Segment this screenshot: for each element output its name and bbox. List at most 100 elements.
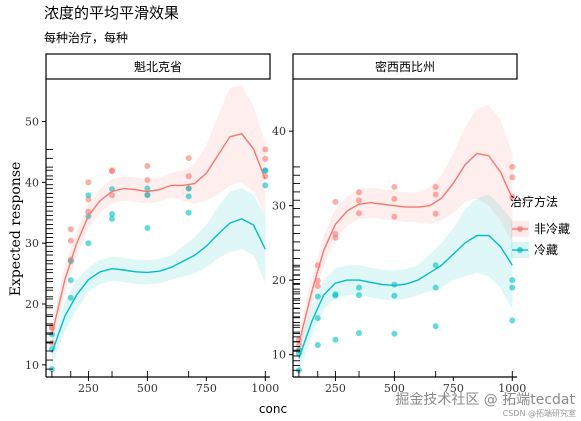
data-point: [85, 240, 92, 247]
legend-key-point: [517, 247, 523, 253]
y-axis-label: Expected response: [8, 162, 24, 297]
data-point: [85, 179, 92, 186]
data-point: [356, 197, 362, 204]
watermark: 掘金技术社区 @ 拓端tecdat: [395, 392, 575, 408]
data-point: [314, 315, 321, 322]
x-tick-label: 250: [78, 382, 99, 395]
legend-item-label: 冷藏: [534, 243, 558, 257]
data-point: [262, 146, 269, 153]
data-point: [332, 198, 339, 205]
data-point: [509, 284, 516, 291]
data-point: [109, 215, 115, 222]
data-point: [109, 167, 115, 174]
x-tick-label: 250: [325, 382, 346, 395]
data-point: [144, 163, 151, 169]
data-point: [144, 185, 151, 192]
watermark-small: CSDN @拓端研究室: [503, 408, 576, 418]
data-point: [262, 167, 269, 174]
panels: 魁北克省 10 20 30 40 50 250 500 750 1000 密西西比州 10 20 30 40…: [25, 53, 526, 395]
data-point: [67, 226, 74, 233]
y-tick-label: 20: [25, 298, 39, 311]
data-point: [185, 209, 192, 216]
smooth-line: [298, 152, 513, 344]
x-tick-label: 500: [384, 382, 405, 395]
confidence-band: [51, 85, 266, 344]
data-point: [391, 184, 398, 190]
facet-strip: [292, 53, 518, 80]
data-point: [432, 284, 439, 291]
data-point: [332, 291, 339, 298]
panel-2: 密西西比州 10 20 30 40 250 500 750 1000: [272, 53, 526, 395]
facet-strip-label: 魁北克省: [134, 59, 182, 74]
data-point: [356, 284, 362, 291]
data-point: [432, 210, 439, 217]
data-point: [185, 155, 192, 162]
data-point: [144, 225, 151, 231]
data-point: [509, 277, 516, 284]
data-point: [509, 163, 516, 170]
chart-title: 浓度的平均平滑效果: [44, 4, 179, 22]
facet-strip: [45, 53, 271, 80]
y-tick-label: 10: [272, 349, 286, 362]
data-point: [356, 210, 362, 217]
data-point: [356, 189, 362, 196]
data-point: [109, 211, 115, 217]
data-point: [391, 292, 398, 299]
y-tick-label: 50: [25, 116, 39, 129]
data-point: [262, 155, 269, 162]
data-point: [185, 173, 192, 180]
data-point: [432, 262, 439, 269]
x-tick-label: 750: [196, 382, 217, 395]
legend-title: 治疗方法: [510, 194, 558, 209]
data-point: [67, 237, 74, 244]
data-point: [509, 317, 516, 324]
y-tick-label: 20: [272, 274, 286, 287]
data-point: [67, 294, 74, 301]
confidence-band: [298, 105, 513, 355]
legend-item-label: 非冷藏: [534, 222, 570, 236]
data-point: [314, 293, 321, 300]
panel-1: 魁北克省 10 20 30 40 50 250 500 750 1000: [25, 53, 279, 395]
data-point: [314, 283, 321, 290]
data-point: [144, 192, 151, 199]
smooth-line: [51, 132, 266, 335]
data-point: [314, 277, 321, 284]
chart-subtitle: 每种治疗，每种: [44, 30, 128, 45]
data-point: [432, 323, 439, 330]
data-point: [67, 277, 74, 284]
x-tick-label: 750: [443, 382, 464, 395]
x-tick-label: 500: [137, 382, 158, 395]
x-tick-label: 1000: [251, 382, 279, 395]
data-point: [144, 177, 151, 183]
facet-strip-label: 密西西比州: [375, 59, 435, 74]
y-tick-label: 40: [272, 125, 286, 138]
data-point: [85, 196, 92, 203]
y-tick-label: 40: [25, 176, 39, 189]
data-point: [391, 330, 398, 337]
data-point: [391, 213, 398, 220]
data-point: [332, 336, 339, 343]
legend-key-point: [517, 226, 523, 232]
data-point: [314, 342, 321, 348]
smooth-line: [298, 234, 513, 359]
data-point: [391, 195, 398, 202]
data-point: [332, 231, 339, 237]
data-point: [185, 193, 192, 200]
data-point: [109, 192, 115, 199]
data-point: [432, 191, 439, 198]
data-point: [85, 192, 92, 199]
y-tick-label: 30: [272, 200, 286, 213]
data-point: [185, 185, 192, 192]
x-tick-label: 1000: [498, 382, 526, 395]
confidence-band: [51, 188, 266, 365]
y-tick-label: 10: [25, 359, 39, 372]
data-point: [509, 174, 516, 181]
x-axis-label: conc: [259, 402, 287, 416]
data-point: [391, 281, 398, 288]
data-point: [432, 184, 439, 190]
data-point: [356, 292, 362, 299]
y-tick-label: 30: [25, 237, 39, 250]
